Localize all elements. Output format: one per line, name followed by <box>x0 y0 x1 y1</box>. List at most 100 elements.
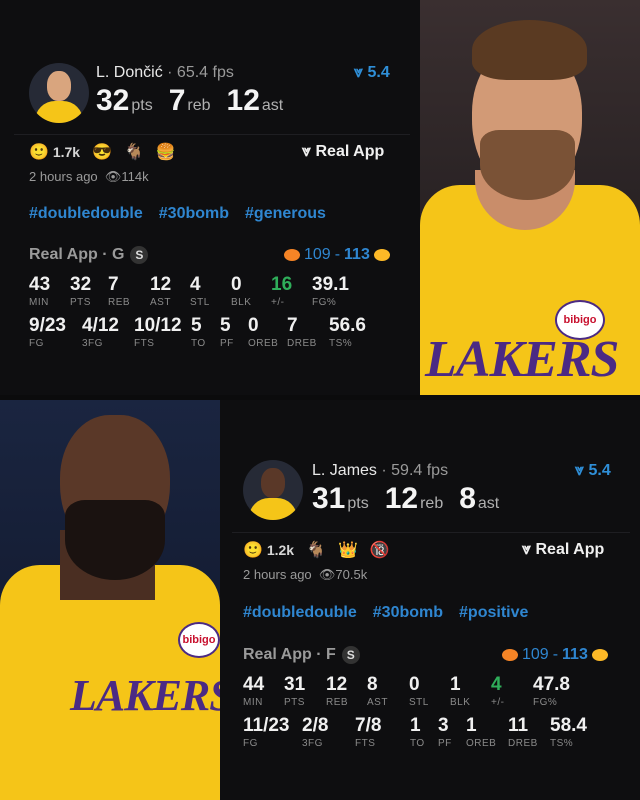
game-score[interactable]: 109-113 <box>284 246 390 264</box>
stat-label: 3FG <box>82 338 103 349</box>
stat--: 4 +/- <box>491 674 504 708</box>
stat-label: MIN <box>29 297 49 308</box>
no-under-18-icon[interactable]: 🔞 <box>369 542 390 559</box>
burger-icon[interactable]: 🍔 <box>155 144 176 161</box>
stat-label: REB <box>326 697 349 708</box>
post-card-doncic[interactable]: L. Dončić · 65.4 fps ⩔ 5.4 32 pts 7 reb 12… <box>0 0 420 395</box>
stat-value: 43 <box>29 274 51 295</box>
player-avatar[interactable] <box>243 460 303 520</box>
stat-value: 3 <box>438 715 449 736</box>
game-score[interactable]: 109-113 <box>502 646 608 664</box>
smiley-icon[interactable]: 🙂 <box>243 542 263 559</box>
post-meta: 2 hours ago 👁70.5k <box>243 567 368 582</box>
stat-ts-: 56.6 TS% <box>329 315 366 349</box>
stat-value: 10/12 <box>134 315 182 336</box>
rating: ⩔ 5.4 <box>575 462 611 479</box>
knicks-logo-icon <box>502 649 518 661</box>
stat-dreb: 11 DREB <box>508 715 538 749</box>
post-meta: 2 hours ago 👁114k <box>29 169 149 184</box>
stat-fts: 7/8 FTS <box>355 715 381 749</box>
eye-icon: 👁 <box>104 169 122 184</box>
stat-fg: 11/23 FG <box>243 715 290 749</box>
divider <box>232 532 630 533</box>
hashtag[interactable]: #30bomb <box>158 205 230 222</box>
stat-value: 56.6 <box>329 315 366 336</box>
player-name[interactable]: L. James · 59.4 fps <box>312 462 449 479</box>
goat-icon[interactable]: 🐐 <box>306 542 326 559</box>
stat-ts-: 58.4 TS% <box>550 715 587 749</box>
stat-label: BLK <box>231 297 252 308</box>
hashtag[interactable]: #30bomb <box>372 604 444 621</box>
stat-label: OREB <box>466 738 497 749</box>
stat-value: 2/8 <box>302 715 329 736</box>
stat-fg: 9/23 FG <box>29 315 66 349</box>
stat-value: 5 <box>220 315 231 336</box>
hashtags: #doubledouble #30bomb #positive <box>243 604 528 622</box>
sponsor-patch: bibigo <box>178 622 220 658</box>
stat-value: 4 <box>190 274 201 295</box>
source-link[interactable]: ⩔ Real App <box>302 143 385 160</box>
stat-value: 5 <box>191 315 202 336</box>
real-app-logo-icon: ⩔ <box>522 541 536 558</box>
s-badge: S <box>341 646 360 664</box>
stat-ast: 8 AST <box>367 674 388 708</box>
stat-value: 7 <box>287 315 298 336</box>
hashtag[interactable]: #doubledouble <box>29 205 143 222</box>
stat-label: TS% <box>329 338 353 349</box>
stat-min: 44 MIN <box>243 674 264 708</box>
sunglasses-face-icon[interactable]: 😎 <box>92 144 112 161</box>
stat-label: FG% <box>533 697 558 708</box>
stats-row-1: 44 MIN 31 PTS 12 REB 8 AST 0 STL 1 BLK 4 +/- 47.8 FG% <box>220 674 620 714</box>
stat-dreb: 7 DREB <box>287 315 317 349</box>
smiley-icon[interactable]: 🙂 <box>29 144 49 161</box>
stat-value: 44 <box>243 674 265 695</box>
stat-value: 8 <box>367 674 378 695</box>
stat-label: PTS <box>70 297 91 308</box>
reactions[interactable]: 🙂 1.7k 😎 🐐 🍔 <box>29 144 176 161</box>
stat-label: FG% <box>312 297 337 308</box>
hashtag[interactable]: #doubledouble <box>243 604 357 621</box>
jersey-lettering: LAKERS <box>425 331 619 388</box>
source-link[interactable]: ⩔ Real App <box>522 541 605 558</box>
stat-label: STL <box>190 297 210 308</box>
player-avatar[interactable] <box>29 63 89 123</box>
crown-icon[interactable]: 👑 <box>337 542 358 559</box>
lakers-logo-icon <box>373 249 390 261</box>
stat-label: PF <box>438 738 452 749</box>
stat-value: 0 <box>231 274 242 295</box>
stat-label: AST <box>367 697 388 708</box>
stat-value: 31 <box>284 674 306 695</box>
goat-icon[interactable]: 🐐 <box>123 144 144 161</box>
stat--: 16 +/- <box>271 274 292 308</box>
stat-label: AST <box>150 297 171 308</box>
stat-to: 1 TO <box>410 715 425 749</box>
stat-min: 43 MIN <box>29 274 50 308</box>
stat-value: 1 <box>466 715 477 736</box>
stat-value: 4/12 <box>82 315 119 336</box>
stat-label: TO <box>191 338 206 349</box>
stat-label: FTS <box>134 338 155 349</box>
stat-fg-: 39.1 FG% <box>312 274 349 308</box>
stats-row-1: 43 MIN 32 PTS 7 REB 12 AST 4 STL 0 BLK 16 +/- 39.1 FG% <box>0 274 400 314</box>
real-app-logo-icon: ⩔ <box>302 143 316 160</box>
stat-label: MIN <box>243 697 263 708</box>
stat-blk: 0 BLK <box>231 274 251 308</box>
stat-fg-: 47.8 FG% <box>533 674 570 708</box>
stat-value: 11/23 <box>243 715 290 736</box>
stat-value: 47.8 <box>533 674 570 695</box>
stat-blk: 1 BLK <box>450 674 470 708</box>
stats-row-2: 11/23 FG 2/8 3FG 7/8 FTS 1 TO 3 PF 1 OREB 11 DREB 58.4… <box>220 715 620 755</box>
stat-ast: 12 AST <box>150 274 171 308</box>
stat-value: 39.1 <box>312 274 349 295</box>
reactions[interactable]: 🙂 1.2k 🐐 👑 🔞 <box>243 542 390 559</box>
rating-arrow-icon: ⩔ <box>354 64 368 81</box>
hashtag[interactable]: #positive <box>459 604 529 621</box>
stat-label: 3FG <box>302 738 323 749</box>
stat-label: +/- <box>271 297 285 308</box>
player-name[interactable]: L. Dončić · 65.4 fps <box>96 64 234 81</box>
stat-value: 12 <box>150 274 172 295</box>
hashtag[interactable]: #generous <box>245 205 326 222</box>
stat-pf: 3 PF <box>438 715 452 749</box>
